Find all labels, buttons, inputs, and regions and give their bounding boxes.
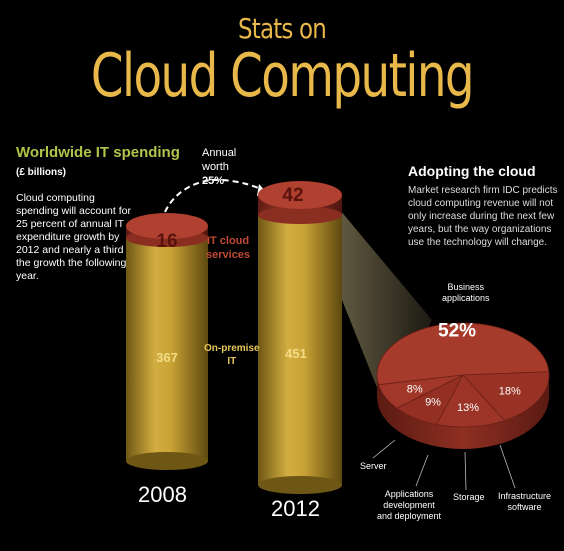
value-2008-onprem: 367 <box>156 350 178 365</box>
value-2008-cloud: 16 <box>156 231 177 252</box>
pie-value-label-2: 13% <box>457 402 479 414</box>
left-unit: (£ billions) <box>16 167 66 178</box>
pie-slice-2 <box>435 374 506 428</box>
pie-value-label-1: 18% <box>499 386 521 398</box>
cloud-services-label: IT cloud services <box>206 235 251 261</box>
pie-chart: 52% 18% 13% 9%8% <box>376 321 550 449</box>
annual-line2: worth <box>202 161 229 173</box>
left-heading: Worldwide IT spending <box>16 144 180 161</box>
pie-label-storage: Storage <box>453 492 485 502</box>
title-small: Stats on <box>238 12 327 45</box>
value-2012-onprem: 451 <box>285 346 307 361</box>
onprem-label: On-premise IT <box>204 343 260 367</box>
annual-note: Annual worth 25% <box>202 146 236 188</box>
year-2008: 2008 <box>138 482 187 507</box>
pie-value-label-3: 9% <box>425 397 441 409</box>
pie-label-server: Server <box>360 461 387 471</box>
pie-slice-0 <box>376 322 550 386</box>
annual-value: 25% <box>202 175 225 187</box>
pie-side <box>377 375 549 449</box>
left-body: Cloud computing spending will account fo… <box>16 192 136 282</box>
pie-value-label-4: 8% <box>407 384 423 396</box>
annual-line1: Annual <box>202 147 237 159</box>
year-2012: 2012 <box>271 496 320 521</box>
pie-label-appdev: Applications development and deployment <box>377 489 442 521</box>
title-large: Cloud Computing <box>90 41 475 111</box>
bar-2008 <box>126 213 208 470</box>
value-2012-cloud: 42 <box>282 185 303 206</box>
pie-slice-4 <box>377 374 464 409</box>
pie-label-infra: Infrastructure software <box>498 491 552 512</box>
pie-value-label-0: 52% <box>438 321 476 342</box>
bar-2012 <box>258 181 342 494</box>
pie-label-business: Business applications <box>442 282 490 303</box>
pie-slice-1 <box>462 371 550 422</box>
growth-arrow <box>164 178 266 213</box>
right-heading: Adopting the cloud <box>408 163 536 179</box>
pie-leaders <box>372 439 516 491</box>
right-body: Market research firm IDC predicts cloud … <box>408 185 558 248</box>
